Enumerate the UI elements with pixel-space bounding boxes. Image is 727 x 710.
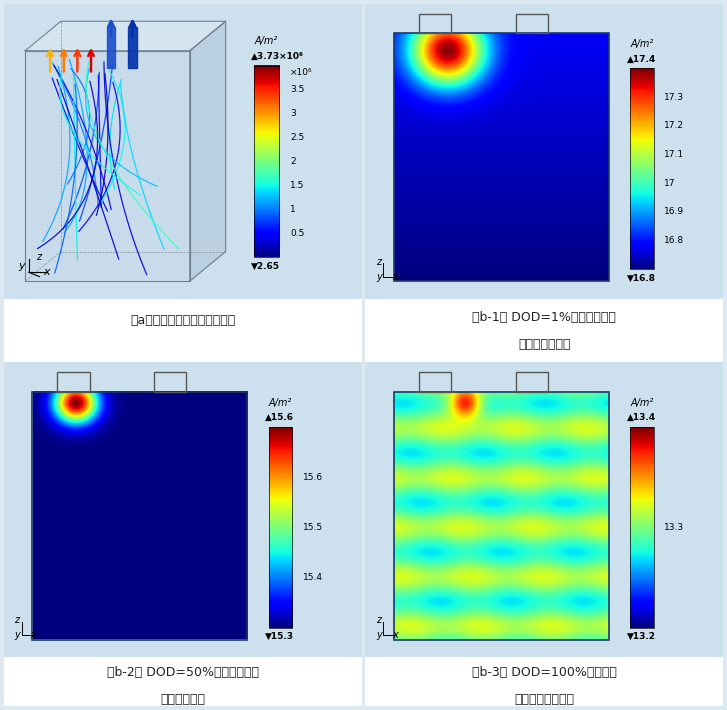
Text: ▲15.6: ▲15.6 xyxy=(265,413,294,422)
Text: 1: 1 xyxy=(290,205,296,214)
Text: 15.6: 15.6 xyxy=(302,473,323,481)
Text: ▼13.2: ▼13.2 xyxy=(627,632,656,641)
Text: 17.1: 17.1 xyxy=(664,150,684,159)
Text: x: x xyxy=(43,267,49,277)
Text: 电流密度分布: 电流密度分布 xyxy=(160,692,205,706)
Bar xyxy=(154,372,186,391)
Bar xyxy=(128,27,137,68)
Text: z: z xyxy=(15,616,20,626)
Text: 反应电流密度分布: 反应电流密度分布 xyxy=(514,692,574,706)
Text: x: x xyxy=(392,630,398,640)
Text: ▼2.65: ▼2.65 xyxy=(251,262,280,271)
Text: y: y xyxy=(376,272,382,282)
Text: 2: 2 xyxy=(290,157,296,166)
Bar xyxy=(630,427,654,628)
Text: 0.5: 0.5 xyxy=(290,229,305,238)
Bar xyxy=(394,33,608,281)
Text: 17.2: 17.2 xyxy=(664,121,684,131)
Text: 1.5: 1.5 xyxy=(290,181,305,190)
Text: A/m²: A/m² xyxy=(268,398,292,408)
Text: 电流密度分布）: 电流密度分布） xyxy=(518,338,571,351)
Text: A/m²: A/m² xyxy=(254,36,278,46)
Text: ▼15.3: ▼15.3 xyxy=(265,632,294,641)
Text: 15.5: 15.5 xyxy=(302,523,323,532)
Text: 3: 3 xyxy=(290,109,296,118)
Bar xyxy=(107,27,116,68)
Text: 16.8: 16.8 xyxy=(664,236,684,245)
Bar xyxy=(630,68,654,269)
Bar xyxy=(394,391,608,640)
Bar xyxy=(254,65,279,258)
Bar xyxy=(268,427,292,628)
Bar xyxy=(419,372,451,391)
Text: 13.3: 13.3 xyxy=(664,523,684,532)
Bar xyxy=(515,14,548,33)
Bar xyxy=(32,391,247,640)
Polygon shape xyxy=(190,21,225,281)
Text: A/m²: A/m² xyxy=(630,39,654,49)
Bar xyxy=(515,372,548,391)
Text: y: y xyxy=(376,630,382,640)
Text: 2.5: 2.5 xyxy=(290,133,305,142)
Text: （b-1） DOD=1%正极截面反应: （b-1） DOD=1%正极截面反应 xyxy=(473,311,616,324)
Text: z: z xyxy=(376,257,381,267)
Text: ▼16.8: ▼16.8 xyxy=(627,273,656,283)
Text: x: x xyxy=(31,630,36,640)
Text: （b-2） DOD=50%正极截面反应: （b-2） DOD=50%正极截面反应 xyxy=(107,665,259,679)
Text: ▲3.73×10⁶: ▲3.73×10⁶ xyxy=(251,52,304,60)
Bar xyxy=(419,14,451,33)
Text: y: y xyxy=(18,261,25,271)
Text: x: x xyxy=(392,272,398,282)
Text: 3.5: 3.5 xyxy=(290,85,305,94)
Text: z: z xyxy=(36,252,41,263)
Bar xyxy=(57,372,89,391)
Text: A/m²: A/m² xyxy=(630,398,654,408)
Text: y: y xyxy=(15,630,20,640)
Text: ×10⁶: ×10⁶ xyxy=(290,68,313,77)
Text: 16.9: 16.9 xyxy=(664,207,684,217)
Text: z: z xyxy=(376,616,381,626)
Polygon shape xyxy=(25,51,190,281)
Polygon shape xyxy=(25,21,225,51)
Text: 17.3: 17.3 xyxy=(664,93,684,102)
Text: 15.4: 15.4 xyxy=(302,573,323,582)
Text: 17: 17 xyxy=(664,179,676,187)
Text: （a）电极集流体电流密度分布: （a）电极集流体电流密度分布 xyxy=(130,315,236,327)
Text: ▲17.4: ▲17.4 xyxy=(627,55,656,64)
Text: ▲13.4: ▲13.4 xyxy=(627,413,656,422)
Text: （b-3） DOD=100%正极截面: （b-3） DOD=100%正极截面 xyxy=(472,665,616,679)
